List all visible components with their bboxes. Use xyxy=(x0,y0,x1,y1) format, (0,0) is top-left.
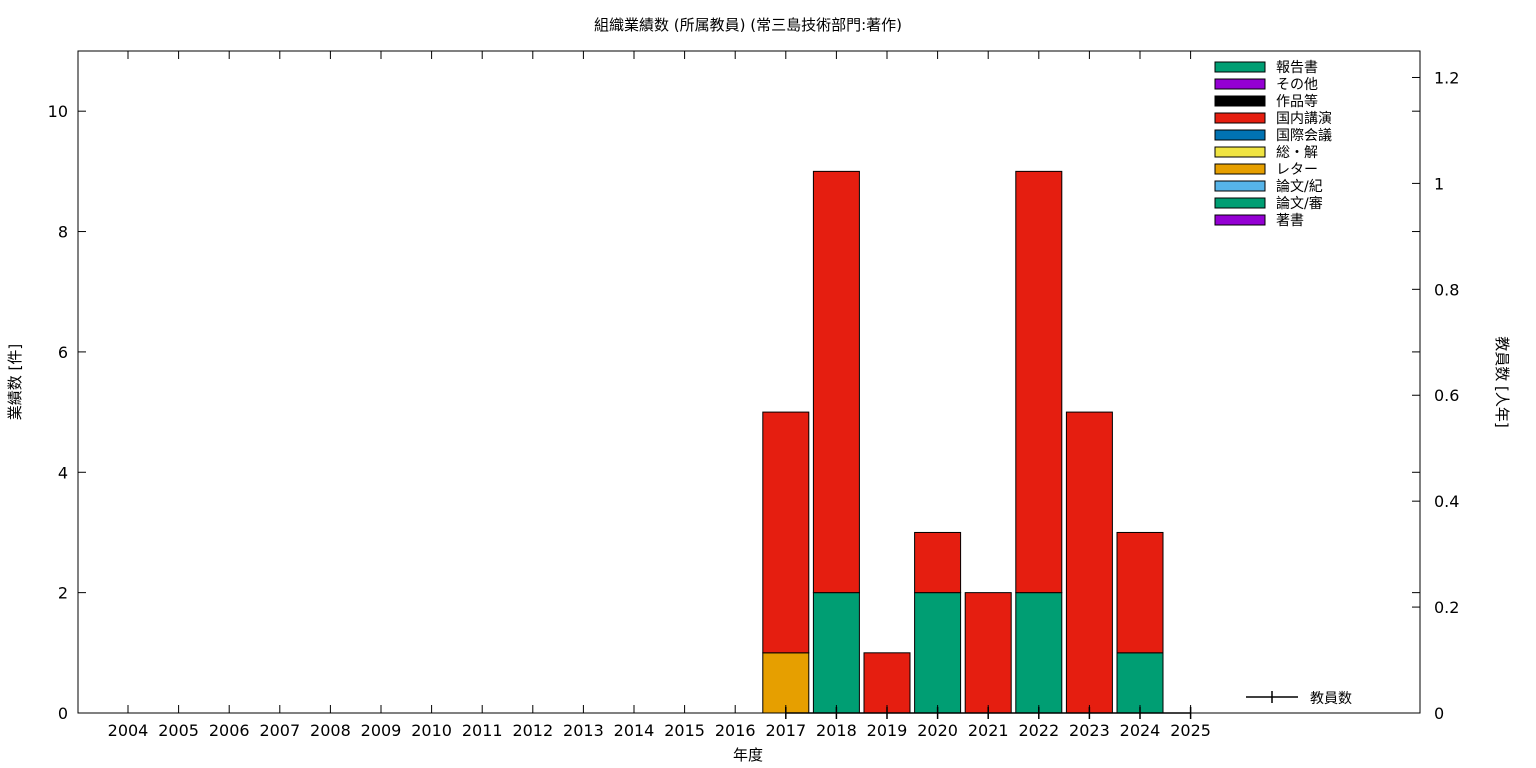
x-tick-label: 2009 xyxy=(361,721,402,740)
y2-tick-label: 1 xyxy=(1434,174,1444,193)
x-tick-label: 2005 xyxy=(158,721,199,740)
x-tick-label: 2023 xyxy=(1069,721,1110,740)
axes xyxy=(77,50,1421,714)
y-tick-label: 6 xyxy=(58,343,68,362)
x-tick-label: 2011 xyxy=(462,721,503,740)
x-tick-label: 2022 xyxy=(1018,721,1059,740)
y-tick-label: 0 xyxy=(58,704,68,723)
x-tick-label: 2012 xyxy=(512,721,553,740)
bar-segment xyxy=(1116,652,1164,714)
legend-swatch xyxy=(1214,146,1266,158)
x-tick-label: 2013 xyxy=(563,721,604,740)
y2-axis-label: 教員数 [人年] xyxy=(1493,336,1511,427)
legend-label: 作品等 xyxy=(1276,93,1318,110)
legend-swatch xyxy=(1214,112,1266,124)
x-tick-label: 2017 xyxy=(765,721,806,740)
x-tick-label: 2024 xyxy=(1120,721,1161,740)
legend-swatch xyxy=(1214,78,1266,90)
y-tick-label: 8 xyxy=(58,223,68,242)
x-tick-label: 2019 xyxy=(867,721,908,740)
legend-swatch xyxy=(1214,197,1266,209)
legend-label: レター xyxy=(1276,162,1318,178)
x-tick-label: 2007 xyxy=(259,721,300,740)
x-tick-label: 2014 xyxy=(614,721,655,740)
legend-label: 国際会議 xyxy=(1276,127,1332,144)
x-tick-label: 2018 xyxy=(816,721,857,740)
legend-label: その他 xyxy=(1276,77,1318,93)
x-axis-label: 年度 xyxy=(733,746,763,764)
x-tick-label: 2016 xyxy=(715,721,756,740)
plot-border xyxy=(77,50,1421,714)
bar-segment xyxy=(1116,531,1164,654)
ticks: 0 2 4 6 8 10 0 0.2 0.4 0.6 0.8 1 1.2 2004 2005 2006 2007… xyxy=(48,51,1459,740)
y-axis-label: 業績数 [件] xyxy=(6,344,24,420)
legend-label: 論文/紀 xyxy=(1276,179,1323,195)
x-tick-label: 2015 xyxy=(664,721,705,740)
x-tick-label: 2008 xyxy=(310,721,351,740)
y2-tick-label: 1.2 xyxy=(1434,68,1459,87)
legend-label: 国内講演 xyxy=(1276,111,1332,127)
bar-segment xyxy=(812,170,860,594)
legend-swatch xyxy=(1214,214,1266,226)
x-tick-label: 2020 xyxy=(917,721,958,740)
x-tick-label: 2025 xyxy=(1170,721,1211,740)
y-tick-label: 4 xyxy=(58,463,68,482)
legend-label: 総・解 xyxy=(1276,145,1318,161)
legend-label: 著書 xyxy=(1276,213,1304,229)
legend-label: 論文/審 xyxy=(1276,196,1323,212)
x-tick-label: 2021 xyxy=(968,721,1009,740)
legend-swatch xyxy=(1214,180,1266,192)
legend-swatch xyxy=(1214,61,1266,73)
bar-segment xyxy=(964,592,1012,714)
y2-tick-label: 0.6 xyxy=(1434,386,1459,405)
bar-segment xyxy=(762,652,810,714)
y2-tick-label: 0.4 xyxy=(1434,492,1459,511)
x-tick-label: 2006 xyxy=(209,721,250,740)
y2-tick-label: 0.8 xyxy=(1434,280,1459,299)
x-tick-label: 2004 xyxy=(108,721,149,740)
bar-segment xyxy=(863,652,911,714)
bar-segment xyxy=(1065,411,1113,714)
legend-swatch xyxy=(1214,95,1266,107)
y-tick-label: 2 xyxy=(58,584,68,603)
legend-label: 教員数 xyxy=(1310,691,1352,707)
y-tick-label: 10 xyxy=(48,102,68,121)
y2-tick-label: 0.2 xyxy=(1434,598,1459,617)
legend-label: 報告書 xyxy=(1276,60,1318,76)
x-tick-label: 2010 xyxy=(411,721,452,740)
legend-swatch xyxy=(1214,163,1266,175)
bar-segment xyxy=(914,592,962,714)
bar-segment xyxy=(1015,592,1063,714)
legend-swatch xyxy=(1214,129,1266,141)
bar-segment xyxy=(1015,170,1063,594)
y2-tick-label: 0 xyxy=(1434,704,1444,723)
chart-title: 組織業績数 (所属教員) (常三島技術部門:著作) xyxy=(594,16,902,34)
bar-segment xyxy=(812,592,860,714)
bar-segment xyxy=(762,411,810,654)
bars xyxy=(762,170,1164,714)
bar-segment xyxy=(914,531,962,594)
